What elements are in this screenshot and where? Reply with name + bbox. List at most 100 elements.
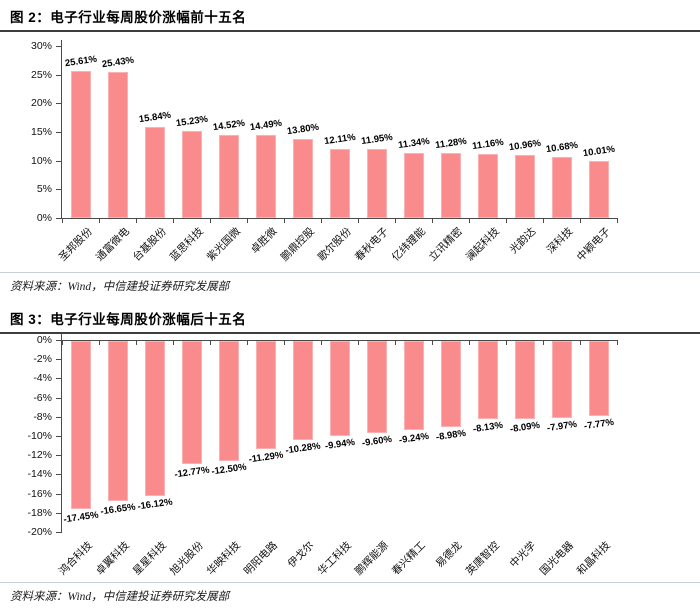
figure-3-chart: 0% -2% -4% -6% -8% -10% -12% -14% -16% -18% -20% -1…	[0, 334, 700, 582]
x-category-label-text: 歌尔股份	[315, 225, 354, 264]
y-tick-label: -12%	[27, 449, 52, 462]
y-axis-line	[61, 334, 62, 533]
y-tick-label: -10%	[27, 430, 52, 442]
x-category-label-text: 鹏鼎控股	[278, 225, 317, 264]
x-axis-tick	[173, 341, 174, 345]
x-axis-tick	[210, 219, 211, 223]
y-tick-label: -8%	[33, 410, 52, 423]
x-axis-tick	[358, 219, 359, 223]
x-category-label-text: 卓翼科技	[93, 539, 132, 578]
x-axis-tick	[580, 219, 581, 223]
bar	[292, 341, 313, 440]
x-category-label-text: 鹏辉能源	[352, 539, 391, 578]
figure-2-title: 图 2：电子行业每周股价涨幅前十五名	[10, 10, 247, 25]
y-tick-label: 25%	[30, 68, 52, 81]
x-axis-tick	[432, 219, 433, 223]
x-category-label-text: 紫光国微	[204, 225, 243, 264]
x-category-label-text: 亿纬锂能	[389, 225, 428, 264]
y-axis-tick	[56, 132, 61, 133]
x-category-label-text: 通富微电	[93, 225, 132, 264]
x-category-label-text: 蓝思科技	[167, 225, 206, 264]
x-category-label-text: 卓胜微	[248, 225, 280, 257]
bar	[107, 72, 128, 218]
bar	[255, 341, 276, 450]
bar	[181, 130, 202, 218]
bar	[107, 341, 128, 501]
figure-2-title-rule	[0, 30, 700, 32]
x-category-label-text: 和晶科技	[574, 539, 613, 578]
x-axis-line	[61, 218, 618, 219]
x-category-label-text: 明阳电路	[241, 539, 280, 578]
x-category-label-text: 鸿合科技	[56, 539, 95, 578]
x-axis-line	[61, 340, 618, 341]
y-axis-tick	[56, 340, 61, 341]
x-axis-tick	[395, 219, 396, 223]
figure-2-chart: 0% 5% 10% 15% 20% 25% 30% 25.61% 圣邦股份 25.43% 通富微电 1…	[0, 32, 700, 272]
x-category-label-text: 中颖电子	[574, 225, 613, 264]
bar	[588, 160, 609, 218]
x-category-label-text: 圣邦股份	[56, 225, 95, 264]
figure-3-title-rule	[0, 332, 700, 334]
x-axis-tick	[99, 341, 100, 345]
x-category-label-text: 华映科技	[204, 539, 243, 578]
y-tick-label: -14%	[27, 468, 52, 481]
x-axis-tick	[506, 219, 507, 223]
x-axis-tick	[62, 341, 63, 345]
x-axis-tick	[469, 341, 470, 345]
x-axis-tick	[617, 219, 618, 223]
y-axis-tick	[56, 416, 61, 418]
figure-2-section: 图 2：电子行业每周股价涨幅前十五名 0% 5% 10% 15% 20% 25% 30% 25…	[0, 0, 700, 299]
x-category-label-text: 华工科技	[315, 539, 354, 578]
y-axis-tick	[56, 103, 61, 105]
bar	[329, 341, 350, 437]
y-tick-label: 0%	[36, 212, 52, 224]
x-axis-tick	[247, 341, 248, 345]
y-axis-tick	[56, 218, 61, 219]
y-axis-tick	[56, 532, 61, 533]
source-note: 资料来源：Wind，中信建投证券研究发展部	[10, 281, 230, 293]
y-tick-label: 30%	[30, 40, 52, 52]
y-axis-tick	[56, 474, 61, 476]
x-axis-tick	[247, 219, 248, 223]
figure-2-source: 资料来源：Wind，中信建投证券研究发展部	[0, 272, 700, 299]
bar	[440, 341, 461, 428]
x-axis-tick	[543, 341, 544, 345]
x-axis-tick	[284, 341, 285, 345]
bar	[144, 127, 165, 218]
x-axis-tick	[321, 341, 322, 345]
y-tick-label: -4%	[33, 372, 52, 385]
y-tick-label: -2%	[33, 353, 52, 366]
x-axis-tick	[580, 341, 581, 345]
x-category-label-text: 中光学	[507, 539, 539, 571]
source-note: 资料来源：Wind，中信建投证券研究发展部	[10, 591, 230, 603]
x-axis-tick	[173, 219, 174, 223]
y-axis-tick	[56, 378, 61, 380]
y-tick-label: -6%	[33, 391, 52, 404]
x-axis-tick	[136, 219, 137, 223]
bar	[218, 341, 239, 461]
bar	[255, 134, 276, 218]
bar	[329, 148, 350, 218]
bar	[181, 341, 202, 464]
x-axis-tick	[617, 341, 618, 345]
bar	[366, 341, 387, 434]
x-axis-tick	[62, 219, 63, 223]
x-axis-tick	[358, 341, 359, 345]
x-axis-tick	[210, 341, 211, 345]
figure-3-source: 资料来源：Wind，中信建投证券研究发展部	[0, 582, 700, 609]
bar	[292, 138, 313, 218]
x-category-label-text: 国光电器	[537, 539, 576, 578]
figure-3-title: 图 3：电子行业每周股价涨幅后十五名	[10, 312, 247, 327]
y-tick-label: 15%	[30, 126, 52, 138]
y-axis-tick	[56, 160, 61, 162]
x-axis-tick	[469, 219, 470, 223]
y-axis-tick	[56, 455, 61, 457]
bar	[218, 134, 239, 218]
bar-value-label: -16.12%	[136, 496, 173, 513]
bar	[551, 156, 572, 218]
y-axis-tick	[56, 512, 61, 514]
bar	[403, 341, 424, 430]
x-axis-tick	[543, 219, 544, 223]
x-category-label-text: 深科技	[544, 225, 576, 257]
bar	[514, 341, 535, 419]
